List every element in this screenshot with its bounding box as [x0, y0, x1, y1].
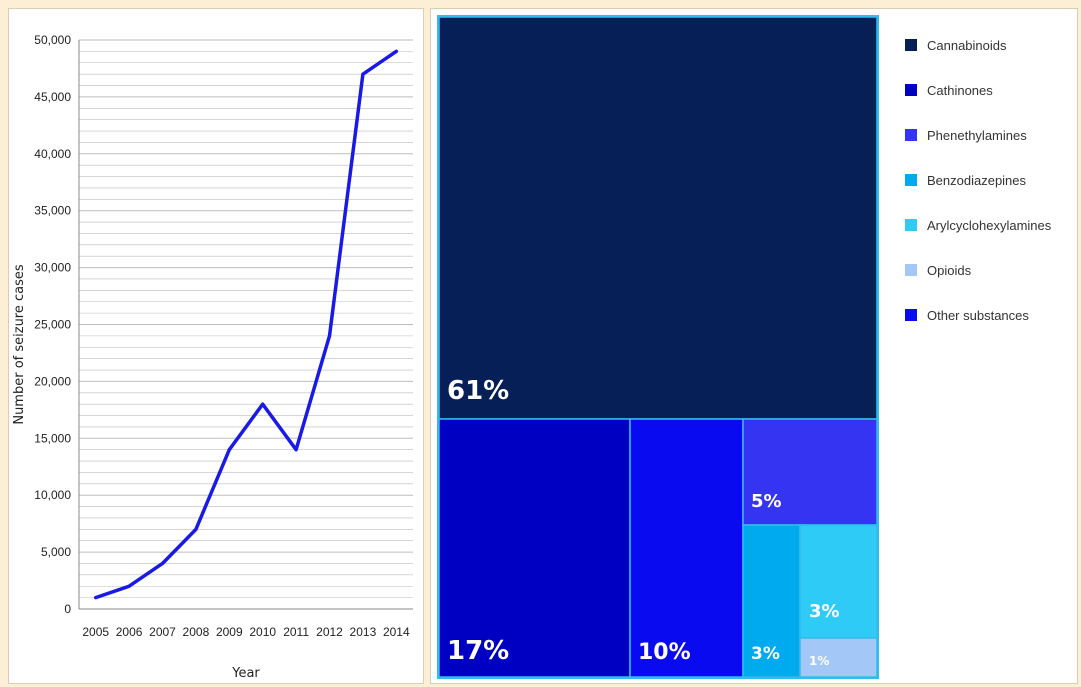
y-axis-title: Number of seizure cases — [12, 264, 27, 425]
treemap-tile-cannabinoids — [438, 16, 878, 420]
legend-label-cathinones: Cathinones — [927, 83, 993, 98]
data-point — [127, 584, 131, 588]
legend-swatch-cannabinoids — [905, 39, 917, 51]
x-tick-label: 2010 — [249, 625, 276, 639]
x-tick-label: 2011 — [283, 625, 309, 639]
y-tick-label: 50,000 — [34, 33, 71, 47]
y-tick-label: 25,000 — [34, 318, 71, 332]
x-tick-label: 2006 — [116, 625, 143, 639]
data-point — [294, 448, 298, 452]
x-tick-label: 2008 — [183, 625, 210, 639]
data-point — [394, 49, 398, 53]
legend-label-other-substances: Other substances — [927, 308, 1029, 323]
y-tick-label: 30,000 — [34, 261, 71, 275]
data-point — [227, 448, 231, 452]
treemap-frame — [437, 15, 879, 679]
x-tick-label: 2009 — [216, 625, 243, 639]
legend-swatch-phenethylamines — [905, 129, 917, 141]
x-tick-label: 2007 — [149, 625, 176, 639]
x-tick-label: 2014 — [383, 625, 410, 639]
legend-label-opioids: Opioids — [927, 263, 972, 278]
y-tick-label: 15,000 — [34, 431, 71, 445]
treemap-panel: 61% 17% 10% 5% 3% 3% 1% Cannabinoids Cathinones P… — [430, 8, 1078, 684]
y-tick-label: 20,000 — [34, 374, 71, 388]
line-chart-panel: 0 5,000 10,000 15,000 20,000 25,000 30,000 35,0… — [8, 8, 424, 684]
treemap-tile-cathinones — [438, 418, 631, 678]
data-point — [328, 334, 331, 338]
data-point — [194, 527, 198, 531]
treemap-label-opioids: 1% — [809, 654, 829, 668]
treemap-chart: 61% 17% 10% 5% 3% 3% 1% Cannabinoids Cathinones P… — [437, 15, 1052, 679]
legend-swatch-other-substances — [905, 309, 917, 321]
data-point — [94, 596, 98, 600]
y-tick-label: 35,000 — [34, 204, 71, 218]
y-tick-label: 0 — [64, 602, 71, 616]
treemap-label-other-substances: 10% — [638, 640, 691, 665]
legend-label-cannabinoids: Cannabinoids — [927, 38, 1007, 53]
legend-swatch-cathinones — [905, 84, 917, 96]
data-point — [161, 561, 164, 565]
legend-swatch-opioids — [905, 264, 917, 276]
treemap-label-phenethylamines: 5% — [751, 491, 782, 512]
treemap-tile-phenethylamines — [742, 418, 878, 526]
x-tick-label: 2013 — [350, 625, 377, 639]
legend-swatch-benzodiazepines — [905, 174, 917, 186]
data-point — [261, 402, 265, 406]
x-tick-label: 2005 — [82, 625, 109, 639]
data-point — [361, 72, 365, 76]
legend-swatch-arylcyclohexylamines — [905, 219, 917, 231]
y-tick-label: 5,000 — [41, 545, 71, 559]
legend-label-phenethylamines: Phenethylamines — [927, 128, 1027, 143]
treemap-tile-benzodiazepines — [742, 524, 801, 678]
legend-label-benzodiazepines: Benzodiazepines — [927, 173, 1027, 188]
line-chart: 0 5,000 10,000 15,000 20,000 25,000 30,000 35,0… — [12, 33, 413, 681]
y-tick-label: 40,000 — [34, 147, 71, 161]
treemap-label-cathinones: 17% — [447, 636, 509, 666]
series-line — [93, 49, 399, 600]
x-tick-label: 2012 — [316, 625, 343, 639]
legend-label-arylcyclohexylamines: Arylcyclohexylamines — [927, 218, 1052, 233]
treemap-label-benzodiazepines: 3% — [751, 644, 780, 664]
y-tick-label: 45,000 — [34, 90, 71, 104]
treemap-tile-opioids — [799, 637, 878, 678]
treemap-label-arylcyclohexylamines: 3% — [809, 601, 840, 622]
y-tick-label: 10,000 — [34, 488, 71, 502]
treemap-label-cannabinoids: 61% — [447, 376, 509, 406]
treemap-tile-other-substances — [629, 418, 744, 678]
x-axis-title: Year — [231, 666, 260, 681]
